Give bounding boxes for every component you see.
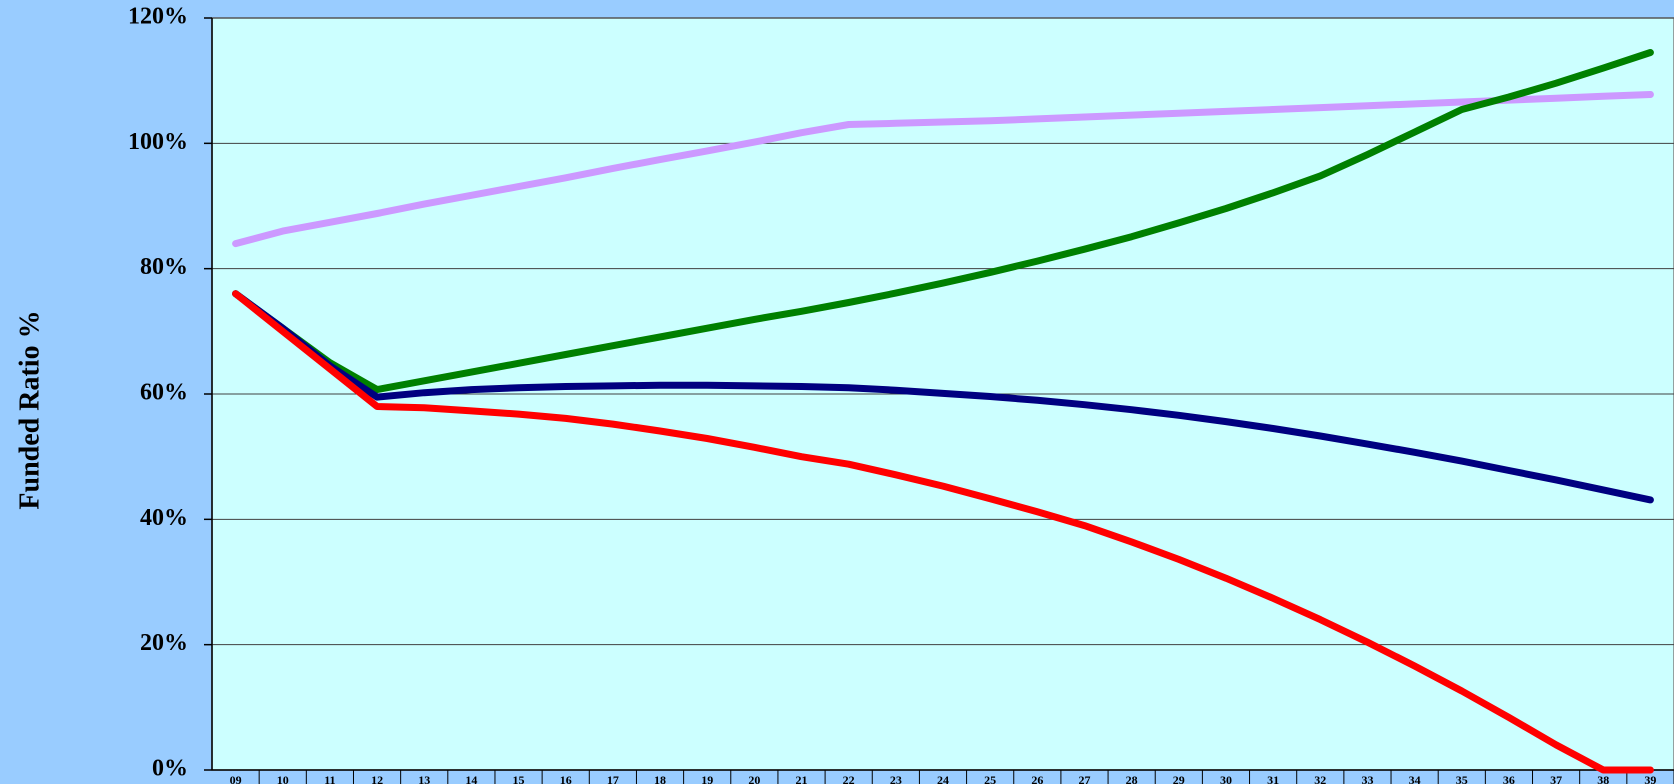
- x-tick-label: 29: [1173, 773, 1185, 784]
- x-tick-label: 30: [1220, 773, 1232, 784]
- y-tick-label: 40%: [140, 505, 188, 531]
- x-tick-label: 17: [607, 773, 619, 784]
- x-tick-label: 34: [1409, 773, 1421, 784]
- x-tick-label: 15: [513, 773, 525, 784]
- x-tick-label: 11: [324, 773, 335, 784]
- x-tick-label: 25: [984, 773, 996, 784]
- x-tick-label: 27: [1078, 773, 1090, 784]
- y-tick-label: 20%: [140, 630, 188, 656]
- y-tick-label: 80%: [140, 254, 188, 280]
- x-tick-label: 16: [560, 773, 572, 784]
- x-tick-label: 23: [890, 773, 902, 784]
- x-tick-label: 38: [1597, 773, 1609, 784]
- y-axis-label: Funded Ratio %: [14, 310, 45, 509]
- x-tick-label: 28: [1126, 773, 1138, 784]
- x-tick-label: 14: [465, 773, 477, 784]
- x-tick-label: 35: [1456, 773, 1468, 784]
- x-tick-label: 21: [796, 773, 808, 784]
- x-tick-label: 18: [654, 773, 666, 784]
- x-tick-label: 36: [1503, 773, 1515, 784]
- series-line: [232, 91, 1654, 248]
- x-tick-label: 33: [1361, 773, 1373, 784]
- y-tick-label: 0%: [152, 756, 188, 782]
- y-tick-label: 100%: [128, 129, 188, 155]
- x-tick-label: 24: [937, 773, 949, 784]
- x-tick-label: 09: [230, 773, 242, 784]
- x-tick-label: 22: [843, 773, 855, 784]
- x-tick-label: 20: [748, 773, 760, 784]
- series-line: [232, 49, 1654, 394]
- x-tick-label: 13: [418, 773, 430, 784]
- y-tick-label: 60%: [140, 380, 188, 406]
- y-tick-label: 120%: [128, 4, 188, 30]
- x-tick-label: 31: [1267, 773, 1279, 784]
- series-line: [232, 290, 1654, 774]
- x-tick-label: 37: [1550, 773, 1562, 784]
- x-tick-label: 39: [1644, 773, 1656, 784]
- series-line: [232, 290, 1654, 504]
- x-tick-label: 26: [1031, 773, 1043, 784]
- x-tick-label: 19: [701, 773, 713, 784]
- x-tick-label: 32: [1314, 773, 1326, 784]
- x-tick-label: 12: [371, 773, 383, 784]
- x-tick-label: 10: [277, 773, 289, 784]
